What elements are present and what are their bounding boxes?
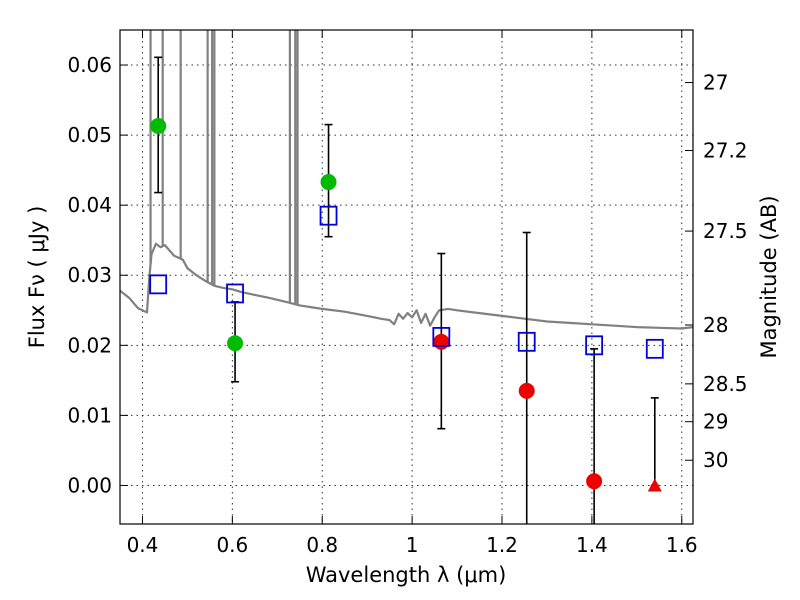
x-tick-label: 0.6 xyxy=(216,533,248,557)
model-photometry-point xyxy=(226,283,244,304)
plot-frame xyxy=(119,29,694,525)
right-tick-label: 27.5 xyxy=(703,219,748,243)
right-tick-label: 28.5 xyxy=(703,372,748,396)
model-photometry-point xyxy=(319,205,338,226)
tick-layer: 0.4 0.6 0.8 1 1.2 1.4 1.6 0.00 0.01 0.02 0.03 0.04 0… xyxy=(67,30,748,557)
x-axis-label: Wavelength λ (μm) xyxy=(306,563,507,587)
spectrum-layer xyxy=(120,30,693,330)
data-point xyxy=(586,473,603,490)
data-point xyxy=(227,335,244,352)
right-tick-label: 27 xyxy=(703,71,728,95)
right-tick-label: 27.2 xyxy=(703,139,748,163)
model-photometry-point xyxy=(645,338,664,359)
x-tick-label: 1 xyxy=(406,533,419,557)
y-tick-label: 0.04 xyxy=(67,193,112,217)
model-photometry-point xyxy=(432,327,451,347)
right-tick-label: 29 xyxy=(703,410,728,434)
model-photometry-point xyxy=(517,331,536,352)
y-tick-label: 0.03 xyxy=(67,263,112,287)
data-point xyxy=(320,174,337,191)
x-tick-label: 1.2 xyxy=(486,533,518,557)
x-tick-label: 1.6 xyxy=(666,533,698,557)
model-spectrum-line xyxy=(120,242,693,330)
upper-limit-marker xyxy=(647,478,662,492)
y-axis-label: Flux Fν ( μJy ) xyxy=(25,206,49,349)
data-point xyxy=(150,117,167,134)
model-photometry-point xyxy=(149,274,168,295)
y-tick-label: 0.00 xyxy=(67,473,112,497)
data-point xyxy=(433,333,450,350)
marker-layer xyxy=(149,117,664,492)
y-tick-label: 0.02 xyxy=(67,333,112,357)
plot-background xyxy=(120,30,693,524)
x-tick-label: 1.4 xyxy=(576,533,608,557)
x-tick-label: 0.8 xyxy=(306,533,338,557)
model-photometry-point xyxy=(585,335,604,356)
right-axis-label: Magnitude (AB) xyxy=(757,195,781,358)
right-tick-label: 28 xyxy=(703,313,728,337)
y-tick-label: 0.06 xyxy=(67,53,112,77)
right-tick-label: 30 xyxy=(703,448,728,472)
y-tick-label: 0.05 xyxy=(67,123,112,147)
y-tick-label: 0.01 xyxy=(67,403,112,427)
data-point xyxy=(518,382,535,399)
x-tick-label: 0.4 xyxy=(127,533,159,557)
grid-layer xyxy=(120,30,693,524)
